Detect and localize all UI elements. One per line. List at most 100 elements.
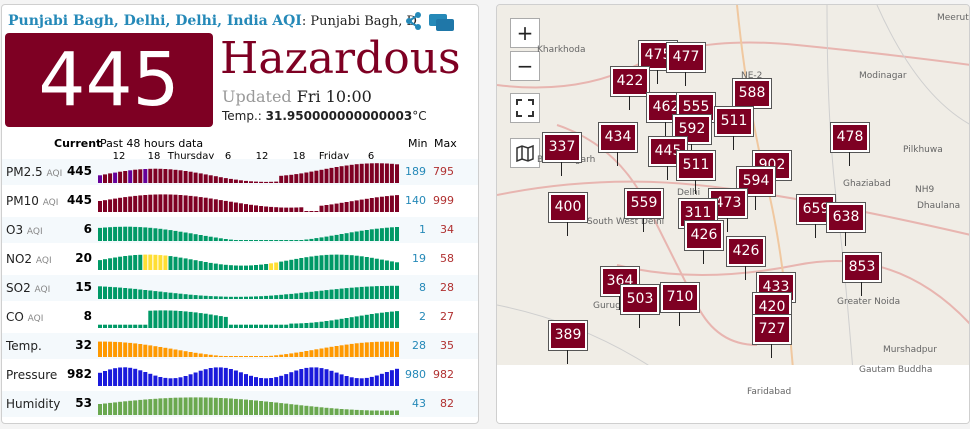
- table-row[interactable]: Humidity 53 43 82: [2, 391, 478, 417]
- row-min: 2: [419, 310, 426, 323]
- zoom-out-button[interactable]: −: [510, 51, 540, 81]
- aqi-marker[interactable]: 389: [549, 321, 587, 364]
- map-view[interactable]: + − KharkhodaNE-2ModinagarBahadurgarhGha…: [496, 4, 970, 424]
- location-link[interactable]: Punjabi Bagh, Delhi, Delhi, India: [8, 13, 268, 29]
- aqi-marker[interactable]: 337: [543, 133, 581, 176]
- table-row[interactable]: PM10 AQI 445 140 999: [2, 188, 478, 214]
- table-row[interactable]: CO AQI 8 2 27: [2, 304, 478, 330]
- aqi-marker[interactable]: 853: [843, 253, 881, 296]
- aqi-marker[interactable]: 710: [661, 283, 699, 326]
- spark-bar: [319, 407, 324, 415]
- spark-bar: [183, 376, 188, 386]
- spark-bar: [259, 296, 264, 299]
- spark-bar: [128, 255, 133, 270]
- aqi-marker[interactable]: 503: [621, 285, 659, 328]
- spark-bar: [349, 201, 354, 212]
- spark-bar: [289, 323, 294, 328]
- aqi-marker[interactable]: 426: [685, 221, 723, 264]
- table-row[interactable]: Pressure 982 980 982: [2, 362, 478, 388]
- aqi-marker[interactable]: 478: [831, 123, 869, 166]
- spark-bar: [148, 345, 153, 357]
- spark-bar: [148, 227, 153, 241]
- aqi-marker[interactable]: 588: [733, 79, 771, 122]
- aqi-marker[interactable]: 400: [549, 193, 587, 236]
- spark-bar: [344, 409, 349, 415]
- row-name: Pressure: [6, 368, 57, 382]
- table-row[interactable]: PM2.5 AQI 445 189 795: [2, 159, 478, 185]
- aqi-marker[interactable]: 426: [727, 237, 765, 280]
- spark-bar: [395, 262, 399, 270]
- chat-icon[interactable]: [429, 12, 455, 32]
- spark-bar: [168, 230, 173, 241]
- spark-bar: [264, 240, 269, 241]
- spark-bar: [188, 352, 193, 357]
- aqi-marker[interactable]: 638: [827, 203, 865, 246]
- spark-bar: [193, 372, 198, 386]
- spark-bar: [319, 169, 324, 183]
- aqi-marker[interactable]: 594: [737, 167, 775, 210]
- spark-bar: [339, 254, 344, 270]
- time-tick: Friday: [318, 151, 350, 162]
- spark-bar: [309, 367, 314, 386]
- fullscreen-button[interactable]: [510, 93, 540, 123]
- aqi-marker[interactable]: 477: [667, 43, 705, 86]
- zoom-in-button[interactable]: +: [510, 18, 540, 48]
- aqi-marker[interactable]: 511: [677, 151, 715, 194]
- spark-bar: [395, 410, 399, 415]
- spark-bar: [178, 195, 183, 212]
- row-unit: AQI: [34, 285, 51, 295]
- spark-bar: [128, 288, 133, 299]
- spark-bar: [103, 259, 107, 270]
- spark-bar: [354, 316, 359, 328]
- row-name: O3 AQI: [6, 223, 43, 237]
- share-icon[interactable]: [404, 11, 424, 31]
- spark-bar: [289, 293, 294, 299]
- spark-bar: [384, 285, 389, 299]
- spark-bar: [269, 181, 274, 183]
- table-row[interactable]: Temp. 32 28 35: [2, 333, 478, 359]
- spark-bar: [354, 255, 359, 270]
- spark-bar: [324, 236, 329, 241]
- spark-bar: [233, 356, 238, 357]
- spark-bar: [228, 201, 233, 212]
- aqi-marker[interactable]: 422: [611, 67, 649, 110]
- updated-value: Fri 10:00: [296, 87, 372, 106]
- table-row[interactable]: NO2 AQI 20 19 58: [2, 246, 478, 272]
- table-row[interactable]: SO2 AQI 15 8 28: [2, 275, 478, 301]
- spark-bar: [228, 296, 233, 299]
- aqi-marker[interactable]: 511: [715, 107, 753, 150]
- spark-bar: [218, 367, 223, 386]
- spark-bar: [203, 235, 208, 241]
- spark-bar: [395, 341, 399, 357]
- spark-bar: [354, 409, 359, 415]
- row-label: Humidity: [6, 397, 61, 411]
- aqi-marker[interactable]: 559: [625, 189, 663, 232]
- spark-bar: [133, 324, 138, 328]
- spark-bar: [374, 228, 379, 241]
- aqi-marker[interactable]: 434: [599, 123, 637, 166]
- spark-bar: [324, 369, 329, 386]
- spark-bar: [269, 355, 274, 357]
- row-label: O3: [6, 223, 24, 237]
- aqi-marker[interactable]: 592: [673, 115, 711, 158]
- aqi-marker[interactable]: 727: [753, 315, 791, 358]
- spark-bar: [349, 287, 354, 299]
- row-max: 28: [440, 281, 454, 294]
- spark-bar: [113, 172, 118, 183]
- spark-bar: [208, 236, 213, 241]
- spark-bar: [208, 368, 213, 386]
- sparkline: [98, 421, 400, 424]
- spark-bar: [244, 374, 248, 386]
- spark-bar: [123, 401, 128, 415]
- spark-bar: [264, 264, 269, 270]
- spark-bar: [198, 370, 203, 386]
- spark-bar: [218, 238, 223, 241]
- row-max: 82: [440, 397, 454, 410]
- spark-bar: [208, 397, 213, 415]
- map-layers-button[interactable]: [510, 138, 540, 168]
- table-row[interactable]: Wind001: [2, 420, 478, 424]
- time-tick: Thursday: [167, 151, 215, 162]
- table-row[interactable]: O3 AQI 6 1 34: [2, 217, 478, 243]
- spark-bar: [314, 322, 319, 328]
- spark-bar: [294, 370, 299, 386]
